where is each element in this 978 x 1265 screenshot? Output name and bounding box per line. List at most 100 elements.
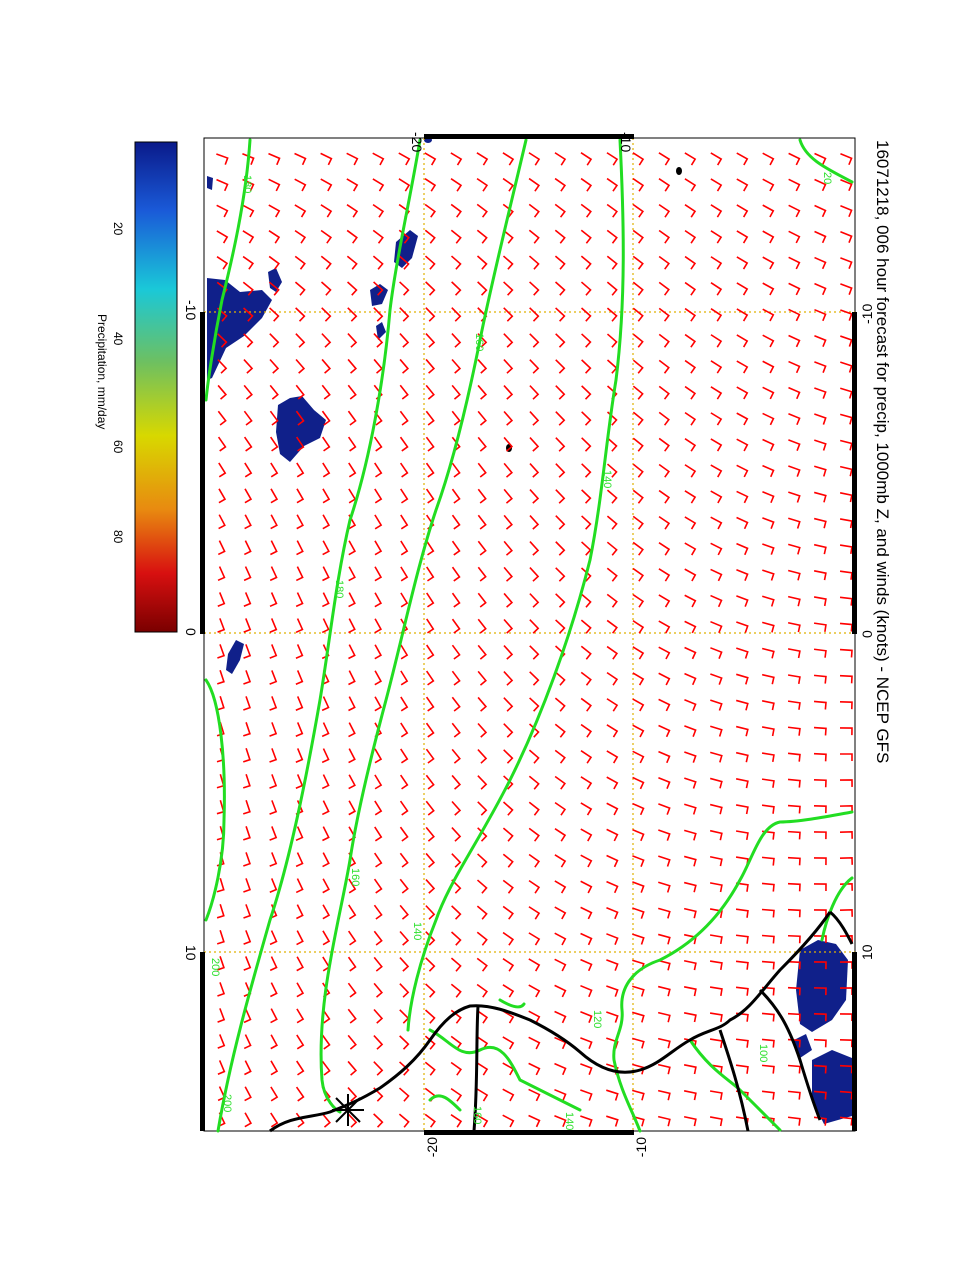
wind-barb xyxy=(580,1011,593,1024)
wind-barb xyxy=(347,281,358,296)
wind-barb xyxy=(788,230,801,244)
wind-barb xyxy=(346,229,358,244)
wind-barb xyxy=(658,594,671,608)
wind-barb xyxy=(684,359,697,374)
map-panel: 180 160 140 180 160 140 200 120 100 140 … xyxy=(183,132,875,1157)
wind-barb xyxy=(761,647,775,659)
wind-barb xyxy=(762,256,775,270)
wind-barb xyxy=(295,1086,305,1102)
wind-barb xyxy=(242,230,255,244)
wind-barb xyxy=(450,1087,463,1102)
wind-barb xyxy=(451,592,461,608)
wind-barb xyxy=(606,828,619,842)
wind-barb xyxy=(451,514,461,530)
wind-barb xyxy=(580,723,593,738)
wind-barb xyxy=(347,1060,358,1076)
wind-barb xyxy=(684,229,697,244)
wind-barb xyxy=(658,463,670,478)
wind-barb xyxy=(528,958,541,972)
contour-line xyxy=(204,138,252,402)
wind-barb xyxy=(243,540,252,556)
wind-barb xyxy=(217,359,228,374)
wind-barb xyxy=(269,384,279,400)
wind-barb xyxy=(399,333,410,348)
wind-barb xyxy=(426,644,435,660)
wind-barb xyxy=(762,412,775,426)
wind-barb xyxy=(788,543,801,555)
wind-barb xyxy=(555,619,566,634)
wind-barb xyxy=(684,777,697,789)
wind-barb xyxy=(528,775,540,790)
wind-barb xyxy=(477,514,487,530)
wind-barb xyxy=(243,696,251,711)
wind-barb xyxy=(269,333,280,348)
wind-barb xyxy=(762,178,775,192)
wind-barb xyxy=(270,1034,278,1050)
precip-area xyxy=(207,176,213,190)
wind-barb xyxy=(348,540,357,556)
wind-barb xyxy=(296,462,305,478)
wind-barb xyxy=(450,229,462,244)
wind-barb xyxy=(243,618,252,633)
wind-barb xyxy=(374,774,383,790)
wind-barb xyxy=(658,229,671,244)
wind-barb xyxy=(451,853,462,868)
wind-barb xyxy=(502,1088,515,1102)
wind-barb xyxy=(503,307,514,322)
wind-barb xyxy=(373,358,384,374)
wind-barb xyxy=(424,1113,436,1128)
wind-barb xyxy=(503,749,514,764)
wind-barb xyxy=(321,384,331,400)
wind-barb xyxy=(400,696,409,712)
contour-label: 160 xyxy=(473,333,485,351)
wind-barb xyxy=(761,908,775,918)
wind-barb xyxy=(839,491,853,503)
wind-barb xyxy=(658,777,671,790)
wind-barb xyxy=(425,800,435,816)
contour-label: 140 xyxy=(601,470,613,488)
wind-barb xyxy=(528,827,540,842)
wind-barb xyxy=(268,152,281,166)
wind-barb xyxy=(294,204,307,218)
wind-barb xyxy=(425,333,436,348)
wind-barb xyxy=(476,1088,489,1102)
wind-barb xyxy=(788,308,801,322)
wind-barb xyxy=(787,569,801,581)
wind-barb xyxy=(451,905,462,920)
wind-barb xyxy=(243,644,252,659)
wind-barb xyxy=(554,906,567,920)
wind-barb xyxy=(217,410,227,426)
wind-barb xyxy=(814,152,827,166)
wind-barb xyxy=(425,436,435,452)
wind-barb xyxy=(580,854,593,868)
wind-barb xyxy=(529,697,540,712)
wind-barb xyxy=(788,256,801,270)
wind-barb xyxy=(709,1116,723,1127)
wind-barb xyxy=(736,412,749,426)
wind-barb xyxy=(606,933,619,946)
wind-barb xyxy=(710,412,723,426)
wind-barb xyxy=(580,828,593,842)
wind-barb xyxy=(761,1012,775,1022)
wind-barb xyxy=(451,774,462,790)
wind-barb xyxy=(477,618,487,634)
wind-barb xyxy=(657,1011,671,1023)
wind-barb xyxy=(684,594,697,608)
wind-barb xyxy=(580,255,592,270)
wind-barb xyxy=(736,673,749,685)
wind-barb xyxy=(580,776,593,790)
wind-barb xyxy=(502,827,514,842)
wind-barb xyxy=(425,983,436,998)
wind-barb xyxy=(425,410,435,426)
wind-barb xyxy=(761,960,775,970)
wind-barb xyxy=(450,1035,462,1050)
wind-barb xyxy=(735,804,749,815)
colorbar-tick-label: 60 xyxy=(111,440,125,454)
wind-barb xyxy=(294,152,307,166)
wind-barb xyxy=(296,930,304,946)
wind-barb xyxy=(346,152,359,166)
wind-barb xyxy=(425,696,435,712)
wind-barb xyxy=(242,153,255,166)
wind-barb xyxy=(813,1064,827,1074)
contour-label: 20 xyxy=(821,172,833,184)
